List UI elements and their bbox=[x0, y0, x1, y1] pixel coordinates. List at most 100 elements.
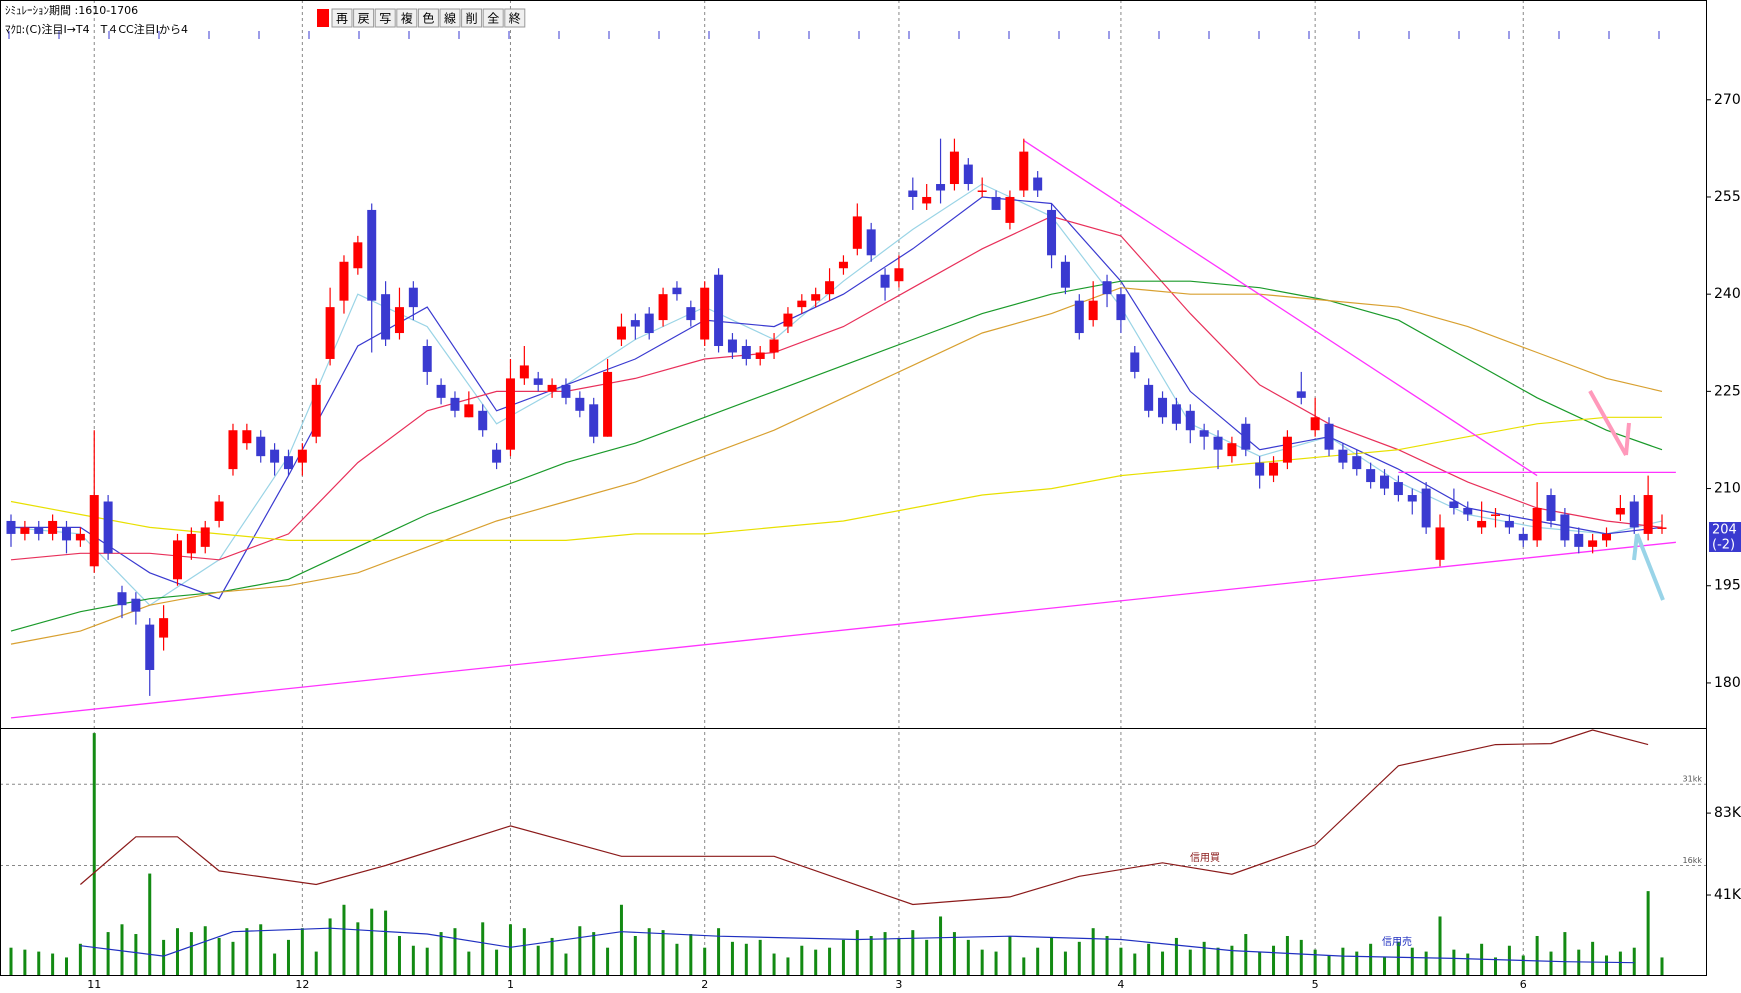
candle-body bbox=[1019, 151, 1029, 191]
candle-body bbox=[589, 404, 599, 437]
pink-arrow bbox=[1588, 390, 1631, 456]
candle-body bbox=[783, 313, 793, 327]
x-tick-label: 12 bbox=[295, 978, 309, 991]
volume-bar bbox=[647, 928, 651, 975]
volume-bar bbox=[1230, 945, 1234, 975]
candle-body bbox=[1657, 527, 1667, 529]
candle-body bbox=[450, 397, 460, 411]
toolbar-button-label[interactable]: 複 bbox=[401, 12, 413, 26]
volume-bar bbox=[1646, 891, 1650, 975]
volume-bar bbox=[1618, 951, 1622, 975]
toolbar-color-box[interactable] bbox=[317, 9, 329, 27]
y-tick-label: 240 bbox=[1714, 286, 1741, 302]
candle-body bbox=[977, 190, 987, 192]
toolbar-button[interactable] bbox=[417, 8, 439, 28]
volume-bar bbox=[606, 947, 610, 975]
volume-bar bbox=[245, 928, 249, 975]
volume-bar bbox=[869, 935, 873, 975]
credit-buy-label: 信用買 bbox=[1190, 851, 1220, 864]
toolbar-button[interactable] bbox=[374, 8, 396, 28]
toolbar-button-label[interactable]: 再 bbox=[336, 12, 348, 26]
toolbar-button-label[interactable]: 全 bbox=[487, 12, 499, 26]
volume-bar bbox=[1369, 943, 1373, 975]
candle-body bbox=[616, 326, 626, 340]
candle-body bbox=[353, 242, 363, 269]
volume-bar bbox=[1091, 928, 1095, 975]
volume-bar bbox=[1521, 955, 1525, 975]
x-tick-label: 5 bbox=[1312, 978, 1319, 991]
y-tick-label: 210 bbox=[1714, 481, 1741, 497]
volume-bar bbox=[966, 939, 970, 975]
candle-body bbox=[1005, 196, 1015, 223]
toolbar-button-label[interactable]: 色 bbox=[422, 12, 434, 26]
toolbar-button[interactable] bbox=[504, 8, 526, 28]
candle-body bbox=[1158, 397, 1168, 418]
volume-bar bbox=[1077, 941, 1081, 975]
volume-bar bbox=[703, 947, 707, 975]
candle-body bbox=[1643, 495, 1653, 534]
x-tick-label: 4 bbox=[1117, 978, 1124, 991]
candle-body bbox=[339, 261, 349, 301]
y-tick-label: 255 bbox=[1714, 189, 1741, 205]
y-tick-label: 195 bbox=[1714, 578, 1741, 594]
credit-line bbox=[80, 927, 1635, 964]
candle-body bbox=[1047, 209, 1057, 256]
candle-body bbox=[325, 307, 335, 359]
toolbar-button[interactable] bbox=[482, 8, 504, 28]
toolbar-button-label[interactable]: 終 bbox=[509, 11, 521, 26]
volume-tick-label: 83K bbox=[1714, 805, 1741, 821]
candle-body bbox=[505, 378, 515, 450]
candle-body bbox=[575, 397, 585, 411]
volume-bar bbox=[467, 951, 471, 975]
candle-body bbox=[20, 527, 30, 534]
volume-bar bbox=[1216, 947, 1220, 975]
candle-body bbox=[422, 346, 432, 372]
volume-bar bbox=[508, 924, 512, 975]
candle-body bbox=[131, 598, 141, 612]
volume-bar bbox=[1494, 957, 1498, 975]
volume-bar bbox=[495, 949, 499, 975]
toolbar-button[interactable] bbox=[396, 8, 418, 28]
volume-bar bbox=[800, 945, 804, 975]
volume-bar bbox=[1022, 957, 1026, 975]
volume-bar bbox=[1008, 935, 1012, 975]
candle-body bbox=[1074, 300, 1084, 334]
candle-body bbox=[117, 592, 127, 606]
toolbar-button-label[interactable]: 線 bbox=[444, 11, 456, 26]
volume-bar bbox=[259, 924, 263, 975]
volume-bar bbox=[828, 947, 832, 975]
volume-bar bbox=[231, 941, 235, 975]
candle-body bbox=[991, 196, 1001, 210]
marks bbox=[6, 138, 1676, 975]
volume-bar bbox=[9, 947, 13, 975]
candle-body bbox=[34, 527, 44, 534]
toolbar-button-label[interactable]: 写 bbox=[379, 12, 391, 26]
toolbar-button[interactable] bbox=[353, 8, 375, 28]
toolbar-button-label[interactable]: 削 bbox=[466, 12, 478, 26]
toolbar-button[interactable] bbox=[331, 8, 353, 28]
credit-tick-label: 16kk bbox=[1683, 856, 1703, 865]
volume-bar bbox=[51, 953, 55, 975]
volume-bar bbox=[342, 904, 346, 975]
volume-bar bbox=[1605, 955, 1609, 975]
volume-bar bbox=[1202, 941, 1206, 975]
volume-bar bbox=[1549, 951, 1553, 975]
candle-body bbox=[408, 287, 418, 308]
volume-bar bbox=[911, 930, 915, 975]
volume-bar bbox=[425, 947, 429, 975]
candle-body bbox=[200, 527, 210, 547]
candle-body bbox=[1088, 300, 1098, 321]
volume-bar bbox=[397, 935, 401, 975]
candle-body bbox=[866, 229, 876, 256]
candle-body bbox=[478, 410, 488, 431]
volume-bar bbox=[883, 932, 887, 975]
toolbar-button[interactable] bbox=[461, 8, 483, 28]
candle-body bbox=[1255, 462, 1265, 476]
candle-body bbox=[1310, 417, 1320, 431]
volume-bar bbox=[619, 904, 623, 975]
candle-body bbox=[103, 501, 113, 554]
toolbar-button[interactable] bbox=[439, 8, 461, 28]
candle-body bbox=[1241, 423, 1251, 450]
toolbar-button-label[interactable]: 戻 bbox=[358, 12, 370, 26]
